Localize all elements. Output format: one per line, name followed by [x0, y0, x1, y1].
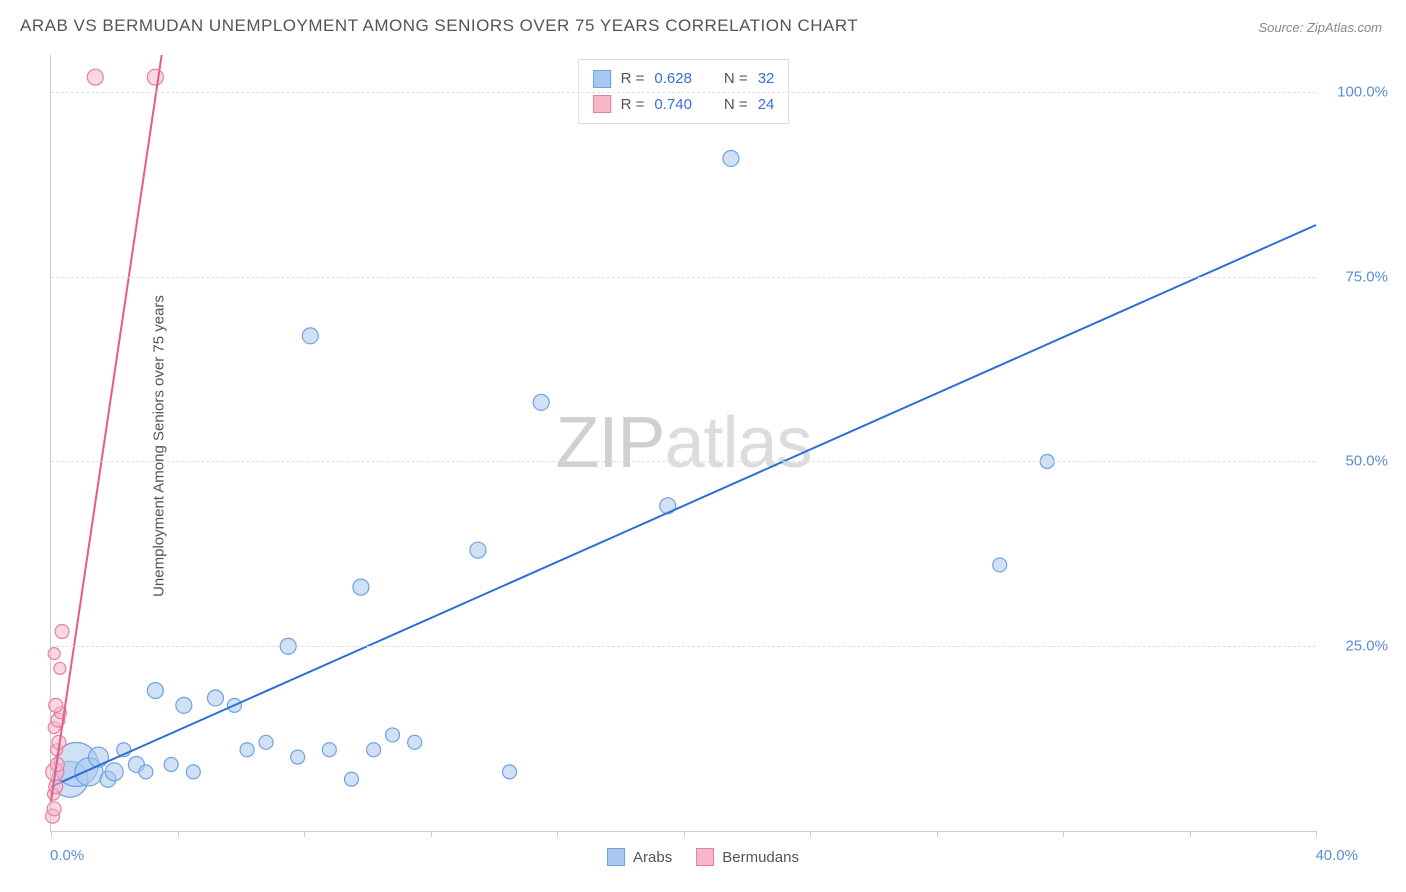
- x-tick: [178, 831, 179, 837]
- stat-r-label: R =: [621, 66, 645, 92]
- x-tick: [1063, 831, 1064, 837]
- data-point: [147, 69, 163, 85]
- data-point: [344, 772, 358, 786]
- scatter-plot-svg: [51, 55, 1316, 831]
- stats-row: R = 0.628 N = 32: [593, 66, 775, 92]
- data-point: [322, 743, 336, 757]
- data-point: [408, 735, 422, 749]
- x-tick: [1316, 831, 1317, 837]
- data-point: [48, 648, 60, 660]
- data-point: [88, 747, 108, 767]
- data-point: [302, 328, 318, 344]
- x-tick: [1190, 831, 1191, 837]
- gridline: [51, 461, 1316, 462]
- data-point: [259, 735, 273, 749]
- data-point: [207, 690, 223, 706]
- data-point: [186, 765, 200, 779]
- x-tick: [937, 831, 938, 837]
- x-tick: [684, 831, 685, 837]
- data-point: [176, 697, 192, 713]
- x-tick: [51, 831, 52, 837]
- legend-item: Arabs: [607, 848, 672, 866]
- data-point: [240, 743, 254, 757]
- stat-n-label: N =: [724, 66, 748, 92]
- data-point: [105, 763, 123, 781]
- stats-row: R = 0.740 N = 24: [593, 92, 775, 118]
- source-attribution: Source: ZipAtlas.com: [1258, 20, 1382, 35]
- data-point: [386, 728, 400, 742]
- stat-r-label: R =: [621, 92, 645, 118]
- x-tick: [431, 831, 432, 837]
- stat-r-value: 0.628: [654, 66, 692, 92]
- series-swatch: [593, 95, 611, 113]
- series-swatch: [593, 70, 611, 88]
- series-legend: Arabs Bermudans: [607, 848, 799, 866]
- y-tick-label: 50.0%: [1345, 453, 1388, 470]
- data-point: [470, 542, 486, 558]
- data-point: [291, 750, 305, 764]
- x-axis-max-label: 40.0%: [1315, 847, 1358, 864]
- legend-label: Arabs: [633, 849, 672, 866]
- data-point: [147, 683, 163, 699]
- data-point: [54, 662, 66, 674]
- chart-title: ARAB VS BERMUDAN UNEMPLOYMENT AMONG SENI…: [20, 16, 858, 36]
- data-point: [87, 69, 103, 85]
- stat-n-value: 24: [758, 92, 775, 118]
- y-tick-label: 100.0%: [1337, 83, 1388, 100]
- y-tick-label: 25.0%: [1345, 638, 1388, 655]
- trendline: [51, 55, 162, 801]
- data-point: [503, 765, 517, 779]
- data-point: [533, 394, 549, 410]
- data-point: [164, 757, 178, 771]
- x-tick: [304, 831, 305, 837]
- x-tick: [810, 831, 811, 837]
- stat-r-value: 0.740: [654, 92, 692, 118]
- stat-n-label: N =: [724, 92, 748, 118]
- data-point: [723, 150, 739, 166]
- legend-item: Bermudans: [696, 848, 799, 866]
- legend-swatch: [607, 848, 625, 866]
- data-point: [353, 579, 369, 595]
- data-point: [49, 780, 63, 794]
- legend-label: Bermudans: [722, 849, 799, 866]
- y-tick-label: 75.0%: [1345, 268, 1388, 285]
- data-point: [49, 698, 63, 712]
- legend-swatch: [696, 848, 714, 866]
- data-point: [55, 624, 69, 638]
- data-point: [367, 743, 381, 757]
- gridline: [51, 646, 1316, 647]
- gridline: [51, 92, 1316, 93]
- data-point: [139, 765, 153, 779]
- trendline: [51, 225, 1316, 787]
- gridline: [51, 277, 1316, 278]
- chart-plot-area: ZIPatlas R = 0.628N = 32R = 0.740N = 24 …: [50, 55, 1316, 832]
- x-tick: [557, 831, 558, 837]
- data-point: [47, 802, 61, 816]
- data-point: [993, 558, 1007, 572]
- stat-n-value: 32: [758, 66, 775, 92]
- x-axis-origin-label: 0.0%: [50, 847, 84, 864]
